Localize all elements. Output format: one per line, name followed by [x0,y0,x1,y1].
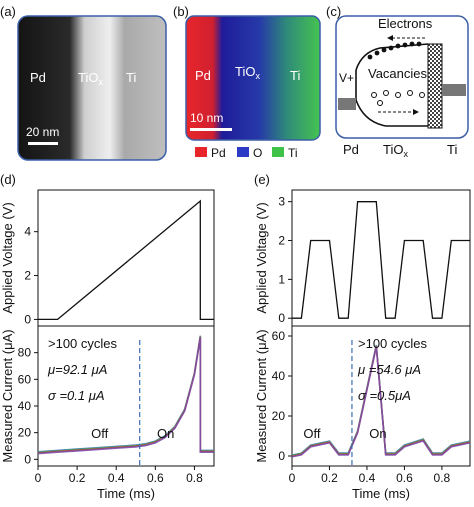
current-ytick-label: 60 [272,329,286,343]
voltage-ytick-label: 0 [278,311,285,325]
xtick-label: 0.2 [69,471,86,485]
voltage-ytick-label: 3 [278,195,285,209]
label-tiox: TiOx [78,70,103,87]
voltage-series-line [38,199,214,321]
valence-band [355,99,428,127]
eds-map [185,15,321,141]
label-pd: Pd [195,68,211,83]
label-tiox: TiOx [235,64,260,81]
xtick-label: 0.6 [396,471,413,485]
x-axis-label: Time (ms) [352,486,410,501]
voltage-y-axis-label: Applied Voltage (V) [254,202,269,313]
scalebar-label: 10 nm [190,111,223,125]
on-label: On [369,426,386,441]
off-label: Off [303,426,320,441]
panel-tag: (d) [0,172,16,187]
voltage-ytick-label: 1 [278,272,285,286]
current-series-line [291,346,471,458]
panel-c-tag: (c) [326,4,341,19]
scalebar [28,142,58,145]
voltage-ytick-label: 2 [24,269,31,283]
tem-image [17,15,167,161]
voltage-plot-frame [37,189,215,327]
scalebar [190,128,232,131]
legend-swatch-o [237,147,249,157]
legend-swatch-ti [272,147,284,157]
panel-a: (a) Pd TiOx Ti 20 nm [0,4,167,161]
mean-annotation: μ=92.1 μA [47,362,107,377]
xtick-label: 0 [289,471,296,485]
voltage-ytick-label: 0 [24,312,31,326]
legend-swatch-pd [195,147,207,157]
voltage-ytick-label: 2 [278,234,285,248]
conduction-band [355,43,429,71]
electrons-label: Electrons [378,16,433,31]
ti-fermi-level [442,84,466,96]
voltage-y-axis-label: Applied Voltage (V) [0,202,15,313]
bottom-label-ti: Ti [447,142,457,157]
current-ytick-label: 0 [24,452,31,466]
xtick-label: 0.2 [321,471,338,485]
vacancy-circles [371,90,425,106]
bottom-label-pd: Pd [343,142,359,157]
mean-annotation: μ =54.6 μA [357,362,421,377]
ti-electrode [427,43,443,129]
pd-fermi-level [338,98,356,110]
cycles-annotation: >100 cycles [48,336,118,351]
xtick-label: 0.8 [186,471,203,485]
legend-label-o: O [253,146,262,160]
xtick-label: 0.4 [108,471,125,485]
current-ytick-label: 0 [278,449,285,463]
label-ti: Ti [290,68,300,83]
on-label: On [157,426,174,441]
panel-b: (b) Pd TiOx Ti 10 nm Pd O Ti [173,4,321,160]
xtick-label: 0.6 [147,471,164,485]
vplus-label: V+ [339,71,354,85]
label-pd: Pd [30,70,46,85]
current-series-line [37,337,214,455]
x-axis-label: Time (ms) [97,486,155,501]
sigma-annotation: σ =0.1 μA [48,388,105,403]
panel-b-tag: (b) [173,4,189,19]
cycles-annotation: >100 cycles [358,336,428,351]
current-ytick-label: 20 [272,409,286,423]
current-ytick-label: 80 [18,346,32,360]
voltage-ytick-label: 4 [24,225,31,239]
current-ytick-label: 20 [18,426,32,440]
label-ti: Ti [126,70,136,85]
current-ytick-label: 60 [18,372,32,386]
xtick-label: 0.8 [434,471,451,485]
current-plot-frame [37,325,215,467]
panel-tag: (e) [254,172,270,187]
voltage-series-line [292,201,470,319]
panel-c: (c) Electrons V+ Vacancies Pd TiOx Ti [326,4,469,159]
panel-a-tag: (a) [0,4,16,19]
current-y-axis-label: Measured Current (μA) [0,329,15,462]
legend-label-pd: Pd [211,146,226,160]
current-plot-frame [291,325,471,467]
bottom-label-tiox: TiOx [383,142,408,159]
xtick-label: 0 [35,471,42,485]
current-ytick-label: 40 [272,369,286,383]
current-y-axis-label: Measured Current (μA) [254,329,269,462]
current-ytick-label: 40 [18,399,32,413]
vacancies-label: Vacancies [368,66,428,81]
scalebar-label: 20 nm [26,125,59,139]
xtick-label: 0.4 [359,471,376,485]
sigma-annotation: σ =0.5μA [358,388,411,403]
chart-e: (e) 0 1 2 3 0 20 40 60 0 0.2 0.4 0.6 0.8 Time (ms) Appl… [254,172,471,501]
off-label: Off [91,426,108,441]
legend-label-ti: Ti [288,146,298,160]
